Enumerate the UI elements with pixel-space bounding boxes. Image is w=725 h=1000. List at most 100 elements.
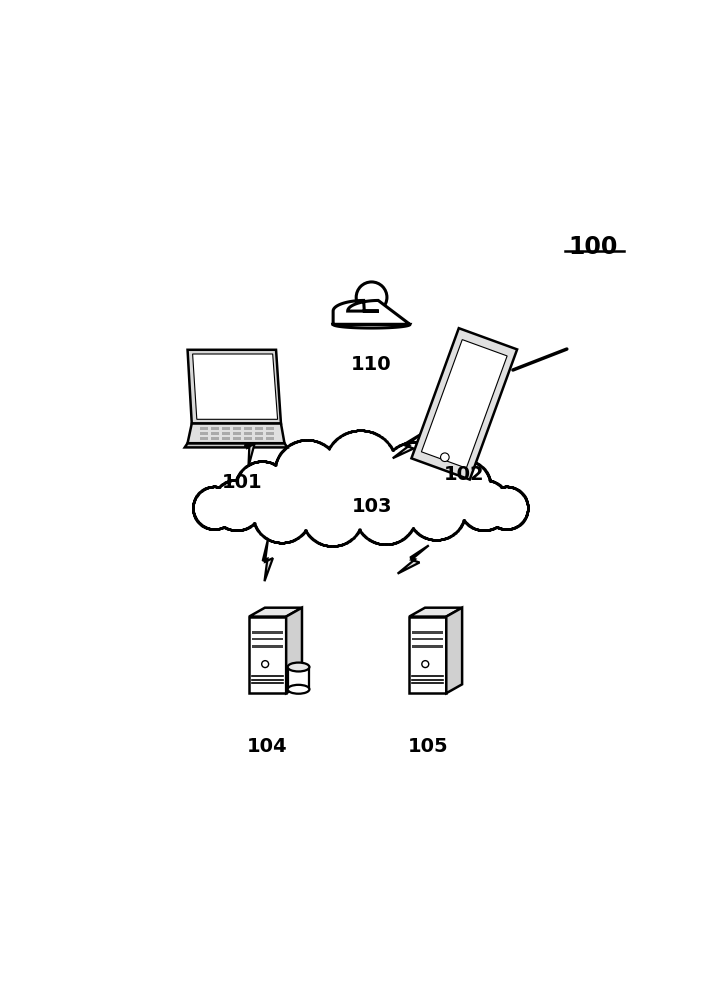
Point [439, 531, 450, 547]
Point [242, 520, 254, 536]
Point [297, 432, 308, 448]
Point [266, 455, 278, 471]
Point [424, 439, 436, 455]
Point [505, 479, 516, 495]
Point [248, 454, 260, 470]
Point [332, 537, 344, 553]
Point [489, 474, 500, 490]
Point [260, 530, 272, 546]
Point [192, 514, 204, 530]
Point [237, 461, 249, 477]
Point [463, 517, 474, 533]
Point [302, 526, 313, 542]
Point [212, 521, 224, 537]
Point [212, 479, 224, 495]
Text: 100: 100 [569, 235, 618, 259]
Point [520, 509, 531, 525]
Point [472, 522, 484, 538]
Point [271, 534, 283, 550]
Point [483, 522, 494, 538]
Point [522, 502, 534, 518]
Point [386, 536, 397, 552]
Point [394, 437, 406, 453]
Point [196, 517, 207, 533]
Point [522, 499, 534, 515]
Point [271, 534, 283, 550]
Point [388, 441, 399, 457]
Point [521, 506, 533, 522]
Point [415, 527, 426, 543]
Point [382, 536, 394, 552]
Point [357, 526, 368, 542]
Point [191, 488, 202, 504]
Point [484, 522, 495, 538]
Point [419, 529, 431, 545]
Point [453, 453, 465, 469]
Point [378, 431, 390, 447]
Point [307, 531, 318, 547]
Point [514, 483, 526, 499]
Point [505, 479, 516, 495]
Point [478, 461, 490, 477]
Point [460, 514, 471, 530]
Point [362, 423, 373, 439]
Point [326, 538, 338, 554]
Point [431, 444, 443, 460]
Point [319, 537, 331, 553]
Point [509, 519, 521, 535]
Point [522, 500, 534, 516]
Point [355, 524, 367, 540]
Point [281, 438, 293, 454]
Point [491, 519, 502, 535]
Point [268, 456, 280, 472]
Point [443, 457, 455, 473]
Point [426, 531, 437, 547]
Point [188, 504, 199, 520]
Point [196, 517, 207, 533]
Point [431, 532, 442, 548]
Point [478, 461, 490, 477]
Point [516, 485, 528, 501]
Point [472, 456, 484, 472]
Point [491, 519, 502, 535]
Point [468, 454, 479, 470]
Point [425, 439, 436, 455]
Point [361, 530, 373, 546]
Point [403, 526, 415, 542]
Point [473, 457, 485, 473]
Point [445, 456, 457, 472]
Point [245, 456, 257, 472]
Point [194, 484, 206, 500]
Point [252, 521, 263, 537]
Point [443, 457, 455, 473]
Point [259, 453, 270, 469]
Point [456, 452, 468, 468]
Point [368, 425, 380, 441]
Circle shape [381, 442, 446, 506]
Point [199, 519, 211, 535]
Point [295, 527, 307, 543]
Point [504, 521, 515, 537]
Point [401, 528, 413, 544]
Point [369, 425, 381, 441]
Point [299, 522, 311, 538]
Point [196, 517, 207, 533]
Point [276, 443, 288, 459]
Point [460, 514, 471, 530]
Point [483, 522, 494, 538]
Point [439, 459, 451, 475]
Point [475, 522, 486, 538]
Point [314, 434, 326, 450]
Bar [211, 437, 219, 440]
Point [460, 515, 472, 531]
Point [484, 522, 495, 538]
Point [294, 433, 305, 449]
Point [214, 478, 225, 494]
Point [473, 522, 485, 538]
Point [247, 516, 259, 532]
Point [233, 466, 245, 482]
Point [317, 436, 328, 452]
Point [506, 479, 518, 495]
Point [395, 532, 407, 548]
Point [336, 536, 348, 552]
